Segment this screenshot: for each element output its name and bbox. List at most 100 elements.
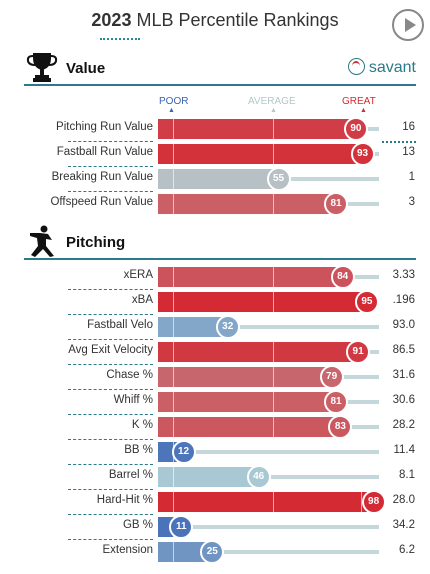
scale-guide-line	[173, 542, 175, 562]
table-row[interactable]: Chase % 79 31.6	[0, 365, 430, 390]
metric-label: Offspeed Run Value	[50, 196, 153, 208]
scale-guide-line	[272, 367, 274, 387]
percentile-track	[158, 550, 379, 554]
table-row[interactable]: Avg Exit Velocity 91 86.5	[0, 340, 430, 365]
pitching-section-title: Pitching	[66, 234, 126, 251]
percentile-bubble: 11	[169, 515, 194, 539]
scale-guide-line	[272, 119, 274, 139]
row-divider	[68, 141, 153, 142]
table-row[interactable]: xERA 84 3.33	[0, 265, 430, 290]
value-section: Value savant	[0, 50, 430, 220]
table-row[interactable]: Offspeed Run Value 81 3	[0, 192, 430, 217]
title-underline	[100, 38, 140, 40]
metric-label: xERA	[123, 269, 153, 281]
pitcher-icon	[30, 225, 54, 257]
row-divider	[68, 289, 153, 290]
metric-label: Fastball Velo	[87, 319, 153, 331]
percentile-bubble: 81	[324, 390, 348, 414]
percentile-track	[158, 525, 379, 529]
row-divider	[68, 514, 153, 515]
scale-guide-line	[272, 417, 274, 437]
scale-guide-line	[272, 492, 274, 512]
percentile-bubble: 32	[215, 315, 240, 339]
metric-value: 31.6	[392, 369, 415, 381]
value-section-title: Value	[66, 60, 106, 77]
table-row[interactable]: BB % 12 11.4	[0, 440, 430, 465]
scale-average-label: AVERAGE	[248, 96, 296, 107]
metric-label: Pitching Run Value	[56, 121, 153, 133]
row-divider	[68, 439, 153, 440]
scale-guide-line	[173, 317, 175, 337]
savant-logo[interactable]: savant	[347, 58, 416, 77]
row-divider	[68, 389, 153, 390]
percentile-bubble: 25	[200, 540, 225, 564]
metric-value: 30.6	[392, 394, 415, 406]
average-arrow-icon: ▲	[270, 107, 277, 114]
table-row[interactable]: K % 83 28.2	[0, 415, 430, 440]
percentile-bubble: 98	[361, 490, 386, 514]
table-row[interactable]: Fastball Run Value 93 13	[0, 142, 430, 167]
scale-guide-line	[272, 144, 274, 164]
row-divider	[68, 191, 153, 192]
percentile-bar	[158, 492, 375, 512]
metric-value: 13	[402, 146, 415, 158]
scale-guide-line	[173, 194, 175, 214]
percentile-bubble: 95	[354, 290, 379, 314]
row-divider	[68, 314, 153, 315]
percentile-bubble: 81	[324, 192, 348, 216]
table-row[interactable]: Pitching Run Value 90 16	[0, 117, 430, 142]
percentile-bar	[158, 119, 357, 139]
scale-guide-line	[173, 417, 175, 437]
scale-guide-line	[173, 119, 175, 139]
play-button[interactable]	[392, 9, 424, 41]
metric-label: Fastball Run Value	[56, 146, 153, 158]
savant-logo-text: savant	[368, 59, 416, 76]
metric-label: BB %	[124, 444, 153, 456]
scale-guide-line	[173, 169, 175, 189]
metric-label: Hard-Hit %	[96, 494, 153, 506]
scale-poor-label: POOR	[159, 96, 189, 107]
metric-label: Barrel %	[108, 469, 153, 481]
table-row[interactable]: GB % 11 34.2	[0, 515, 430, 540]
table-row[interactable]: xBA 95 .196	[0, 290, 430, 315]
table-row[interactable]: Whiff % 81 30.6	[0, 390, 430, 415]
baseball-icon	[347, 58, 365, 75]
percentile-bar	[158, 317, 229, 337]
metric-value: 28.2	[392, 419, 415, 431]
metric-label: GB %	[122, 519, 153, 531]
table-row[interactable]: Extension 25 6.2	[0, 540, 430, 565]
metric-value: 3	[408, 196, 415, 208]
metric-value: 8.1	[399, 469, 415, 481]
table-row[interactable]: Hard-Hit % 98 28.0	[0, 490, 430, 515]
percentile-bubble: 83	[328, 415, 353, 439]
scale-guide-line	[173, 392, 175, 412]
table-row[interactable]: Barrel % 46 8.1	[0, 465, 430, 490]
percentile-bar	[158, 194, 337, 214]
percentile-track	[158, 325, 379, 329]
metric-value: 93.0	[392, 319, 415, 331]
percentile-bubble: 93	[350, 142, 375, 166]
scale-guide-line	[173, 467, 175, 487]
scale-guide-line	[272, 194, 274, 214]
metric-label: Extension	[102, 544, 153, 556]
percentile-bar	[158, 144, 364, 164]
title-bar: 2023 MLB Percentile Rankings	[0, 10, 430, 40]
metric-label: Whiff %	[113, 394, 153, 406]
poor-arrow-icon: ▲	[168, 107, 175, 114]
pitching-section: Pitching	[0, 224, 430, 574]
percentile-bar	[158, 292, 368, 312]
percentile-bubble: 84	[330, 265, 355, 289]
scale-guide-line	[173, 342, 175, 362]
metric-value: 28.0	[392, 494, 415, 506]
table-row[interactable]: Fastball Velo 32 93.0	[0, 315, 430, 340]
value-divider	[382, 141, 416, 143]
row-divider	[68, 339, 153, 340]
table-row[interactable]: Breaking Run Value 55 1	[0, 167, 430, 192]
metric-label: Breaking Run Value	[51, 171, 153, 183]
metric-value: 86.5	[392, 344, 415, 356]
trophy-icon	[26, 53, 58, 82]
title-year: 2023	[91, 10, 132, 30]
scale-guide-line	[272, 392, 274, 412]
row-divider	[68, 539, 153, 540]
row-divider	[68, 364, 153, 365]
